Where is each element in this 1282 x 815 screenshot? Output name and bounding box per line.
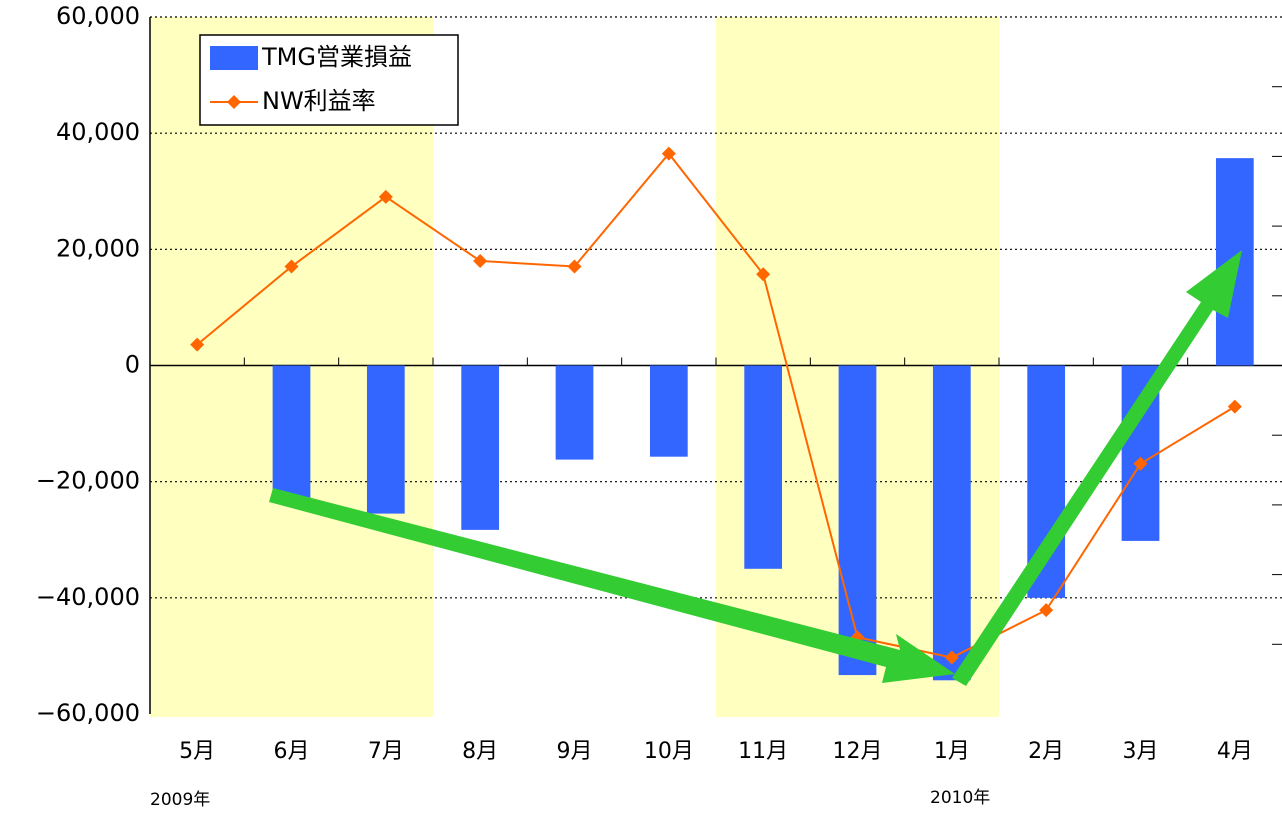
bar (366, 365, 405, 514)
x-tick-label: 3月 (1123, 739, 1159, 764)
legend: TMG営業損益 NW利益率 (199, 34, 459, 126)
y-tick-label: −40,000 (36, 583, 140, 611)
y-tick-label: 20,000 (56, 234, 140, 262)
point (1039, 603, 1054, 618)
x-tick-label: 11月 (738, 739, 788, 764)
x-tick-label: 1月 (934, 739, 970, 764)
legend-swatch (227, 95, 241, 109)
legend-label: TMG営業損益 (261, 43, 412, 71)
bar (555, 365, 594, 460)
point (190, 337, 205, 352)
point (1227, 399, 1242, 414)
x-tick-label: 2月 (1028, 739, 1064, 764)
bar (932, 365, 971, 681)
x-tick-label: 10月 (644, 739, 694, 764)
bar (649, 365, 688, 457)
point (756, 267, 771, 282)
bar (461, 365, 500, 530)
y-tick-label: 0 (125, 351, 140, 379)
year-label: 2009年 (150, 790, 210, 810)
line (196, 152, 1236, 659)
point (284, 259, 299, 274)
y-tick-label: 60,000 (56, 2, 140, 30)
grid: −60,000 −40,000 −20,000 0 20,000 40,000 60,000… (36, 2, 1282, 764)
y-tick-label: 40,000 (56, 118, 140, 146)
legend-swatch (210, 46, 258, 70)
marks (190, 146, 1254, 681)
bar (272, 365, 311, 500)
point (661, 146, 676, 161)
bar (744, 365, 783, 569)
point (378, 189, 393, 204)
trend-arrows (269, 250, 1242, 686)
point (1133, 456, 1148, 471)
x-tick-label: 5月 (179, 739, 215, 764)
arrow (952, 250, 1242, 686)
arrow (269, 488, 955, 683)
x-tick-label: 6月 (274, 739, 310, 764)
x-tick-label: 7月 (368, 739, 404, 764)
y-tick-label: −60,000 (36, 699, 140, 727)
bar (838, 365, 877, 676)
y-tick-label: −20,000 (36, 467, 140, 495)
x-tick-label: 12月 (833, 739, 883, 764)
legend-label: NW利益率 (262, 87, 376, 115)
point (567, 259, 582, 274)
year-label: 2010年 (930, 788, 990, 808)
point (473, 253, 488, 268)
point (944, 650, 959, 665)
x-tick-label: 4月 (1217, 739, 1253, 764)
x-tick-label: 9月 (557, 739, 593, 764)
x-tick-label: 8月 (462, 739, 498, 764)
